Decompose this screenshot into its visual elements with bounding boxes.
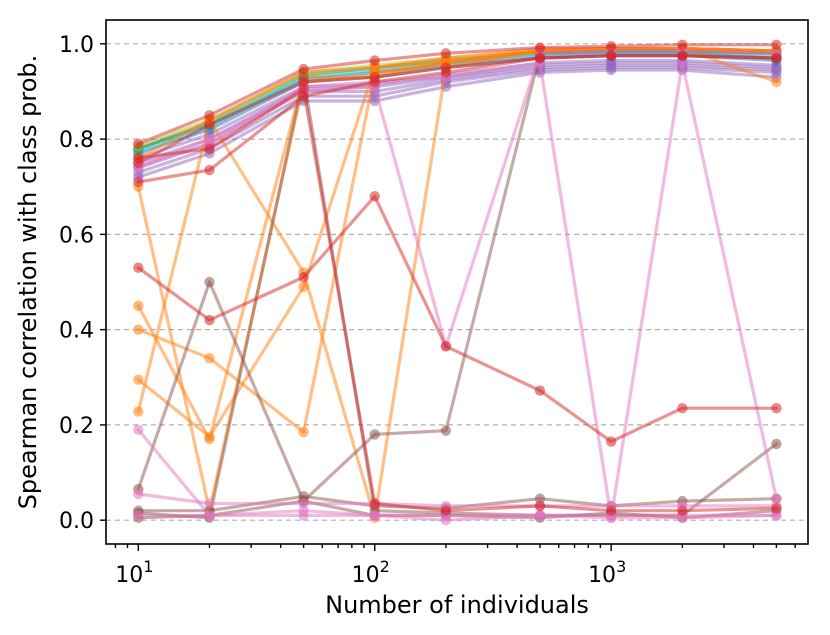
x-tick-exponent: 2 [380,557,390,576]
series-pink-d [133,45,782,352]
data-point [204,110,215,121]
data-point [298,498,309,509]
data-point [204,143,215,154]
y-tick-label: 1.0 [59,33,94,58]
data-point [204,276,215,288]
series-red-c [133,83,782,516]
data-point [771,503,782,514]
data-point [677,39,688,50]
data-point [133,176,144,188]
data-point [677,50,688,61]
y-tick-label: 0.8 [59,128,94,153]
data-point [298,83,309,95]
data-point [298,272,309,283]
data-point [771,39,782,50]
y-tick-label: 0.4 [59,319,94,344]
data-point [677,57,688,69]
data-point [369,429,380,440]
data-point [369,71,380,83]
data-point [440,505,452,516]
data-point [605,41,617,52]
data-point [534,493,546,504]
data-point [298,76,309,88]
data-point [133,510,144,521]
data-point [771,52,782,64]
data-point [534,510,546,521]
series-red-a [133,191,782,447]
data-point [133,488,144,500]
data-point [298,63,309,75]
data-point [133,157,144,169]
series-line [136,49,779,348]
data-point [369,191,380,202]
data-point [771,493,782,504]
data-point [440,341,452,352]
data-point [204,164,215,176]
series-group [133,39,782,526]
data-point [677,403,688,414]
data-point [133,324,144,335]
x-tick-base: 10 [352,563,380,588]
data-point [771,403,782,414]
data-point [677,505,688,516]
data-point [440,48,452,59]
data-point [204,314,215,326]
x-tick-base: 10 [588,563,616,588]
data-point [605,512,617,523]
x-tick-label: 102 [352,557,390,588]
data-point [204,510,215,521]
data-point [133,138,144,150]
data-point [204,431,215,443]
data-point [369,498,380,509]
data-point [369,510,380,521]
data-point [298,426,309,438]
data-point [771,510,782,521]
x-axis-label: Number of individuals [325,591,589,619]
data-point [605,505,617,516]
y-tick-label: 0.0 [59,509,94,534]
data-point [133,424,144,435]
data-point [534,500,546,512]
data-point [771,438,782,450]
plot-frame [105,19,809,545]
data-point [440,425,452,436]
data-point [204,353,215,364]
y-tick-label: 0.6 [59,223,94,248]
data-point [369,55,380,66]
x-tick-label: 101 [115,557,153,588]
y-axis-label: Spearman correlation with class prob. [14,55,42,510]
data-point [298,510,309,521]
data-point [204,119,215,130]
data-point [440,62,452,73]
data-point [771,76,782,88]
y-tick-label: 0.2 [59,414,94,439]
series-red-d [133,50,782,169]
data-point [605,50,617,61]
data-point [133,300,144,312]
data-point [133,374,144,385]
data-point [534,42,546,53]
data-point [204,498,215,509]
data-point [133,262,144,273]
data-point [605,436,617,447]
data-point [534,385,546,396]
series-line [136,46,779,520]
x-tick-base: 10 [115,563,143,588]
y-axis: 0.0 0.2 0.4 0.6 0.8 1.0 [59,33,106,534]
x-tick-exponent: 3 [616,557,626,576]
data-point [369,62,380,73]
series-red-main [133,39,782,150]
series-line [136,75,779,520]
data-point [534,52,546,64]
x-tick-exponent: 1 [143,557,153,576]
x-axis: 101 102 103 [114,544,796,588]
data-point [133,406,144,417]
x-tick-label: 103 [588,557,626,588]
